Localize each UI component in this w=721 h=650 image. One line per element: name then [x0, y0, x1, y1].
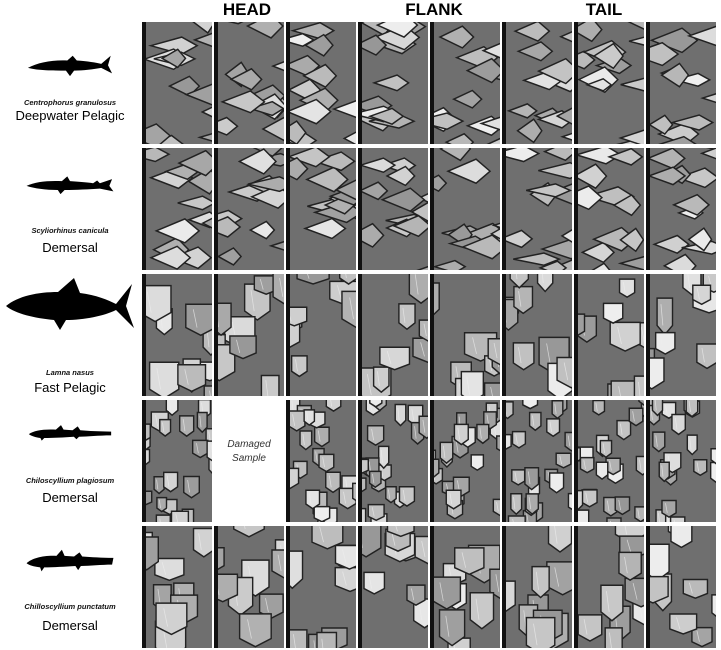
denticle-micrograph — [358, 526, 428, 648]
denticle-micrograph — [430, 526, 500, 648]
denticle-micrograph — [646, 148, 716, 270]
species-label-block: Centrophorus granulosus Deepwater Pelagic — [0, 22, 140, 144]
species-label-block: Scyliorhinus canicula Demersal — [0, 148, 140, 270]
denticle-micrograph — [646, 400, 716, 522]
denticle-micrograph — [214, 148, 284, 270]
shark-silhouette-icon — [4, 420, 136, 456]
species-label-block: Chiloscyllium plagiosum Demersal — [0, 400, 140, 522]
denticle-micrograph — [142, 148, 212, 270]
denticle-micrograph — [646, 274, 716, 396]
denticle-micrograph — [646, 22, 716, 144]
denticle-micrograph — [214, 22, 284, 144]
shark-silhouette-icon — [4, 547, 136, 585]
denticle-micrograph — [430, 22, 500, 144]
denticle-micrograph — [286, 400, 356, 522]
denticle-micrograph — [430, 148, 500, 270]
denticle-micrograph — [214, 274, 284, 396]
denticle-micrograph — [286, 148, 356, 270]
denticle-micrograph — [502, 526, 572, 648]
species-label-block: Lamna nasus Fast Pelagic — [0, 274, 140, 396]
denticle-micrograph — [502, 400, 572, 522]
denticle-micrograph — [430, 274, 500, 396]
damaged-sample-note: Damaged Sample — [227, 439, 271, 464]
scientific-name: Centrophorus granulosus — [23, 98, 117, 107]
denticle-micrograph — [286, 526, 356, 648]
denticle-micrograph — [502, 274, 572, 396]
denticle-micrograph — [646, 526, 716, 648]
tail-column-header: TAIL — [585, 0, 623, 19]
denticle-micrograph — [574, 22, 644, 144]
habitat-label: Demersal — [42, 490, 98, 505]
habitat-label: Demersal — [42, 240, 98, 255]
species-row: Lamna nasus Fast Pelagic — [0, 274, 721, 396]
denticle-micrograph — [286, 22, 356, 144]
denticle-micrograph — [574, 526, 644, 648]
denticle-micrograph — [430, 400, 500, 522]
scientific-name: Lamna nasus — [46, 368, 94, 377]
denticle-micrograph — [142, 22, 212, 144]
denticle-micrograph — [502, 22, 572, 144]
flank-column-header: FLANK — [405, 0, 463, 19]
shark-silhouette-icon — [4, 53, 136, 91]
shark-silhouette-icon — [4, 276, 136, 332]
denticle-micrograph — [358, 274, 428, 396]
head-column-header: HEAD — [222, 0, 272, 19]
denticle-micrograph — [142, 274, 212, 396]
denticle-micrograph — [574, 148, 644, 270]
denticle-micrograph — [286, 274, 356, 396]
species-row: Centrophorus granulosus Deepwater Pelagic — [0, 22, 721, 144]
species-row: Chiloscyllium plagiosum Demersal Damaged Sa… — [0, 400, 721, 522]
scientific-name: Chiloscyllium plagiosum — [25, 476, 115, 485]
denticle-micrograph — [358, 400, 428, 522]
scientific-name: Chilloscyllium punctatum — [24, 602, 116, 611]
shark-silhouette-icon — [4, 171, 136, 209]
denticle-micrograph — [574, 274, 644, 396]
scientific-name: Scyliorhinus canicula — [31, 226, 109, 235]
denticle-micrograph — [358, 22, 428, 144]
habitat-label: Demersal — [42, 618, 98, 633]
habitat-label: Deepwater Pelagic — [15, 108, 125, 123]
species-row: Scyliorhinus canicula Demersal — [0, 148, 721, 270]
species-row: Chilloscyllium punctatum Demersal — [0, 526, 721, 648]
habitat-label: Fast Pelagic — [34, 380, 106, 395]
species-label-block: Chilloscyllium punctatum Demersal — [0, 526, 140, 648]
denticle-micrograph — [502, 148, 572, 270]
denticle-micrograph — [358, 148, 428, 270]
denticle-micrograph — [142, 400, 212, 522]
denticle-micrograph — [214, 526, 284, 648]
denticle-micrograph — [142, 526, 212, 648]
denticle-micrograph — [574, 400, 644, 522]
